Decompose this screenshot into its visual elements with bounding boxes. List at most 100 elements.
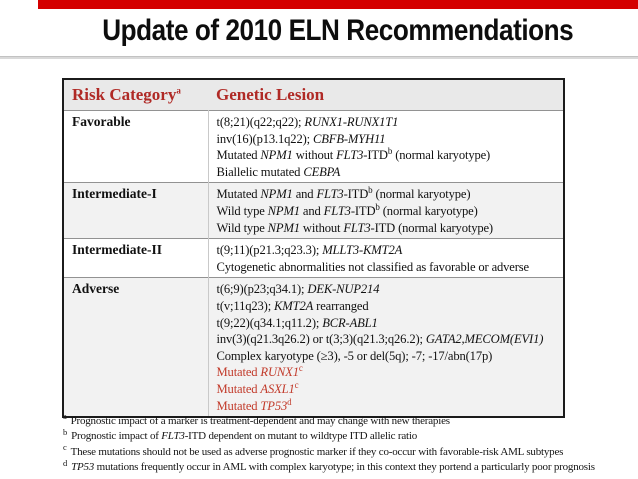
gene-name: NPM1 (267, 203, 300, 218)
lesion-line: t(9;11)(p21.3;q23.3); MLLT3-KMT2A (217, 242, 556, 259)
gene-name: RUNX1-RUNX1T1 (304, 115, 399, 129)
footnote-line: c These mutations should not be used as a… (63, 442, 633, 460)
text-segment: Wild type (216, 220, 268, 235)
gene-name: FLT3 (161, 430, 185, 443)
lesion-line: Wild type NPM1 without FLT3-ITD (normal … (217, 220, 556, 237)
gene-name: RUNX1 (260, 365, 299, 380)
risk-category-header: Risk Categorya (63, 79, 208, 111)
genetic-lesion-header: Genetic Lesion (208, 79, 564, 111)
text-segment: Mutated (216, 381, 261, 396)
text-segment: (normal karyotype) (379, 203, 478, 218)
text-segment: -ITD (normal karyotype) (370, 220, 494, 235)
text-segment: without (299, 220, 344, 235)
table-row: Intermediate-I Mutated NPM1 and FLT3-ITDb… (63, 182, 564, 239)
text-segment: Mutated (216, 398, 261, 413)
text-segment: -ITD (363, 148, 388, 163)
text-segment: t(v;11q23); (216, 298, 275, 313)
lesion-line: Cytogenetic abnormalities not classified… (217, 259, 556, 276)
lesion-line: Biallelic mutated CEBPA (217, 164, 556, 181)
footnote-marker: d (63, 457, 68, 468)
footnote-marker: b (63, 426, 68, 437)
lesion-line: t(v;11q23); KMT2A rearranged (217, 298, 556, 315)
text-segment: Prognostic impact of a marker is treatme… (70, 415, 450, 427)
footnotes: a Prognostic impact of a marker is treatm… (63, 411, 633, 476)
genetic-lesion-cell: Mutated NPM1 and FLT3-ITDb (normal karyo… (207, 182, 564, 239)
text-segment: Mutated (216, 148, 261, 163)
footnote-line: b Prognostic impact of FLT3-ITD dependent… (63, 426, 633, 444)
text-segment: Mutated (216, 365, 261, 380)
superscript-marker: c (294, 379, 299, 390)
gene-name: CBFB-MYH11 (313, 131, 386, 146)
risk-category-cell: Intermediate-I (63, 182, 208, 239)
page-title: Update of 2010 ELN Recommendations (40, 14, 636, 48)
table-row: Favorable t(8;21)(q22;q22); RUNX1-RUNX1T1… (63, 110, 564, 183)
lesion-line: inv(3)(q21.3q26.2) or t(3;3)(q21.3;q26.2… (217, 331, 556, 348)
page-title-text: Update of 2010 ELN Recommendations (102, 14, 574, 47)
text-segment: Prognostic impact of (71, 430, 162, 443)
text-segment: rearranged (313, 298, 369, 313)
gene-name: DEK-NUP214 (307, 282, 380, 297)
risk-stratification-table: Risk Categorya Genetic Lesion Favorable t… (62, 78, 565, 419)
footnote-line: d TP53 mutations frequently occur in AML … (63, 457, 633, 475)
gene-name: MLLT3-KMT2A (322, 243, 403, 258)
footnote-marker: a (63, 411, 67, 422)
text-segment: inv(3)(q21.3q26.2) or t(3;3)(q21.3;q26.2… (216, 332, 426, 347)
genetic-lesion-cell: t(6;9)(p23;q34.1); DEK-NUP214 t(v;11q23);… (207, 277, 564, 418)
gene-name: NPM1 (260, 187, 293, 202)
lesion-line: t(9;22)(q34.1;q11.2); BCR-ABL1 (217, 315, 556, 332)
superscript-marker: c (298, 363, 303, 374)
gene-name: KMT2A (274, 298, 314, 313)
text-segment: Genetic Lesion (216, 85, 325, 104)
lesion-line: Wild type NPM1 and FLT3-ITDb (normal kar… (217, 201, 556, 220)
lesion-line: Mutated NPM1 without FLT3-ITDb (normal k… (217, 147, 556, 164)
lesion-line: Mutated TP53d (216, 396, 556, 415)
footnote-marker: c (63, 442, 67, 453)
text-segment: inv(16)(p13.1q22); (216, 131, 313, 146)
text-segment: Mutated (216, 187, 261, 202)
text-segment: and (292, 187, 317, 202)
text-segment: t(6;9)(p23;q34.1); (216, 282, 308, 297)
text-segment: These mutations should not be used as ad… (70, 445, 564, 458)
text-segment: t(9;22)(q34.1;q11.2); (216, 315, 323, 330)
text-segment: -ITD dependent on mutant to wildtype ITD… (184, 430, 418, 443)
text-segment: t(9;11)(p21.3;q23.3); (216, 243, 323, 258)
gene-name: FLT3 (343, 220, 371, 235)
text-segment: Risk Category (72, 85, 177, 104)
risk-category-cell: Intermediate-II (72, 242, 162, 258)
top-accent-bar (38, 0, 638, 9)
risk-category-cell: Favorable (72, 114, 131, 129)
text-segment: -ITD (350, 203, 376, 218)
gene-name: CEBPA (303, 164, 341, 179)
gene-name: TP53 (260, 398, 288, 413)
lesion-line: Mutated RUNX1c (217, 364, 556, 381)
lesion-line: inv(16)(p13.1q22); CBFB-MYH11 (217, 131, 556, 148)
lesion-line: Mutated NPM1 and FLT3-ITDb (normal karyo… (217, 186, 556, 203)
text-segment: and (299, 203, 324, 218)
text-segment: (normal karyotype) (372, 187, 471, 202)
text-segment: mutations frequently occur in AML with c… (94, 461, 595, 474)
superscript-marker: d (287, 396, 292, 407)
superscript-marker: b (387, 146, 393, 156)
table-body: Favorable t(8;21)(q22;q22); RUNX1-RUNX1T1… (63, 110, 564, 418)
gene-name: NPM1 (267, 220, 300, 235)
risk-category-cell: Adverse (63, 277, 208, 418)
text-segment: Biallelic mutated (216, 164, 304, 179)
superscript-marker: a (176, 85, 181, 96)
lesion-line: t(6;9)(p23;q34.1); DEK-NUP214 (217, 281, 556, 298)
gene-name: FLT3 (316, 187, 344, 202)
text-segment: Complex karyotype (≥3), -5 or del(5q); -… (216, 348, 493, 363)
title-divider (0, 56, 638, 59)
table-row: Adverse t(6;9)(p23;q34.1); DEK-NUP214 t(v;… (63, 277, 564, 418)
superscript-marker: b (375, 201, 380, 212)
superscript-marker: b (368, 185, 373, 196)
text-segment: t(8;21)(q22;q22); (216, 115, 305, 129)
gene-name: FLT3 (336, 148, 364, 163)
text-segment: (normal karyotype) (392, 148, 491, 163)
genetic-lesion-cell: t(9;11)(p21.3;q23.3); MLLT3-KMT2A Cytogen… (207, 238, 564, 278)
text-segment: -ITD (343, 187, 369, 202)
lesion-line: Mutated ASXL1c (216, 379, 556, 398)
gene-name: GATA2,MECOM(EVI1) (425, 332, 544, 347)
gene-name: FLT3 (323, 203, 351, 218)
footnote-line: a Prognostic impact of a marker is treatm… (63, 411, 633, 429)
